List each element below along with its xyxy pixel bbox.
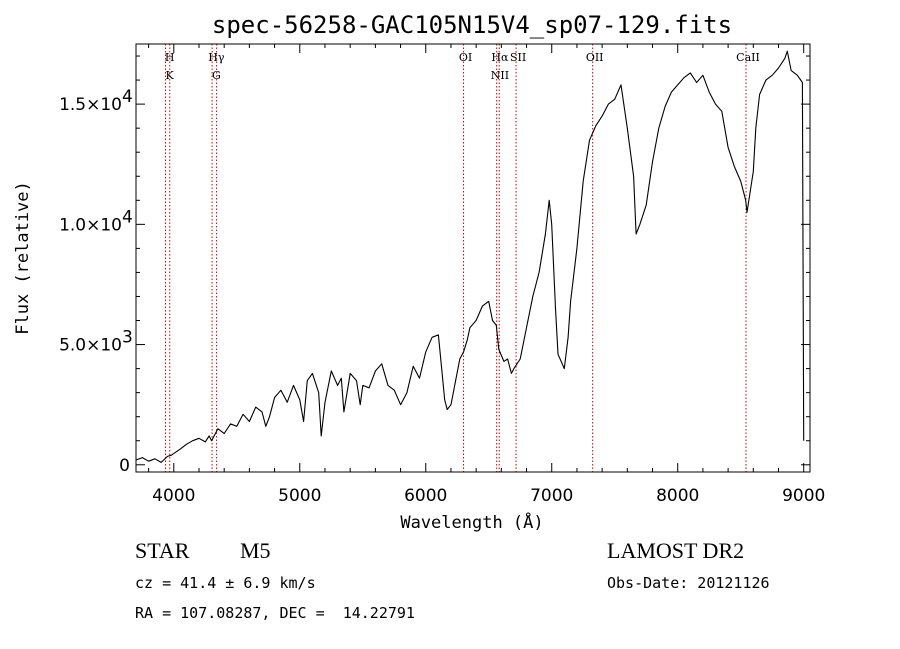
marker-label-5-0: OII — [586, 51, 604, 64]
spectrum-line-0 — [135, 50, 805, 463]
y-tick-exponent-1: 3 — [122, 328, 133, 348]
marker-label-4-0: SII — [510, 51, 526, 64]
plot-frame — [135, 43, 811, 473]
y-tick-exponent-2: 4 — [122, 207, 133, 227]
x-tick-label-3: 7000 — [530, 486, 573, 506]
marker-label-1-0: Hγ — [208, 51, 225, 64]
marker-label-0-1: K — [166, 69, 175, 82]
marker-label-3-0: Hα — [491, 51, 509, 64]
object-class: STAR — [135, 538, 190, 563]
marker-label-0-0: H — [165, 51, 175, 64]
x-axis: 4000 5000 6000 7000 8000 9000 — [148, 44, 825, 506]
marker-label-6-0: CaII — [736, 51, 760, 64]
marker-label-1-1: G — [212, 69, 221, 82]
y-axis-label: Flux (relative) — [13, 181, 33, 335]
y-tick-label-1: 5.0×10 — [59, 336, 122, 356]
x-axis-label: Wavelength (Å) — [400, 511, 543, 533]
chart-title: spec-56258-GAC105N15V4_sp07-129.fits — [212, 11, 732, 39]
coordinates: RA = 107.08287, DEC = 14.22791 — [135, 604, 415, 622]
x-tick-label-0: 4000 — [152, 486, 195, 506]
marker-label-2-0: OI — [459, 51, 472, 64]
x-tick-label-1: 5000 — [278, 486, 321, 506]
y-tick-label-2: 1.0×10 — [59, 215, 122, 235]
x-tick-label-5: 9000 — [782, 486, 825, 506]
observation-date: Obs-Date: 20121126 — [607, 574, 770, 592]
object-subclass: M5 — [240, 538, 271, 563]
spectrum-layer — [135, 50, 805, 463]
marker-label-3-1: NII — [491, 69, 509, 82]
y-tick-exponent-3: 4 — [122, 87, 133, 107]
y-tick-label-0: 0 — [119, 456, 130, 476]
x-tick-label-2: 6000 — [404, 486, 447, 506]
y-tick-label-3: 1.5×10 — [59, 95, 122, 115]
survey-name: LAMOST DR2 — [607, 538, 745, 563]
y-axis: 05.0×10 31.0×10 41.5×10 4 — [59, 55, 810, 476]
redshift-velocity: cz = 41.4 ± 6.9 km/s — [135, 574, 316, 592]
x-tick-label-4: 8000 — [656, 486, 699, 506]
